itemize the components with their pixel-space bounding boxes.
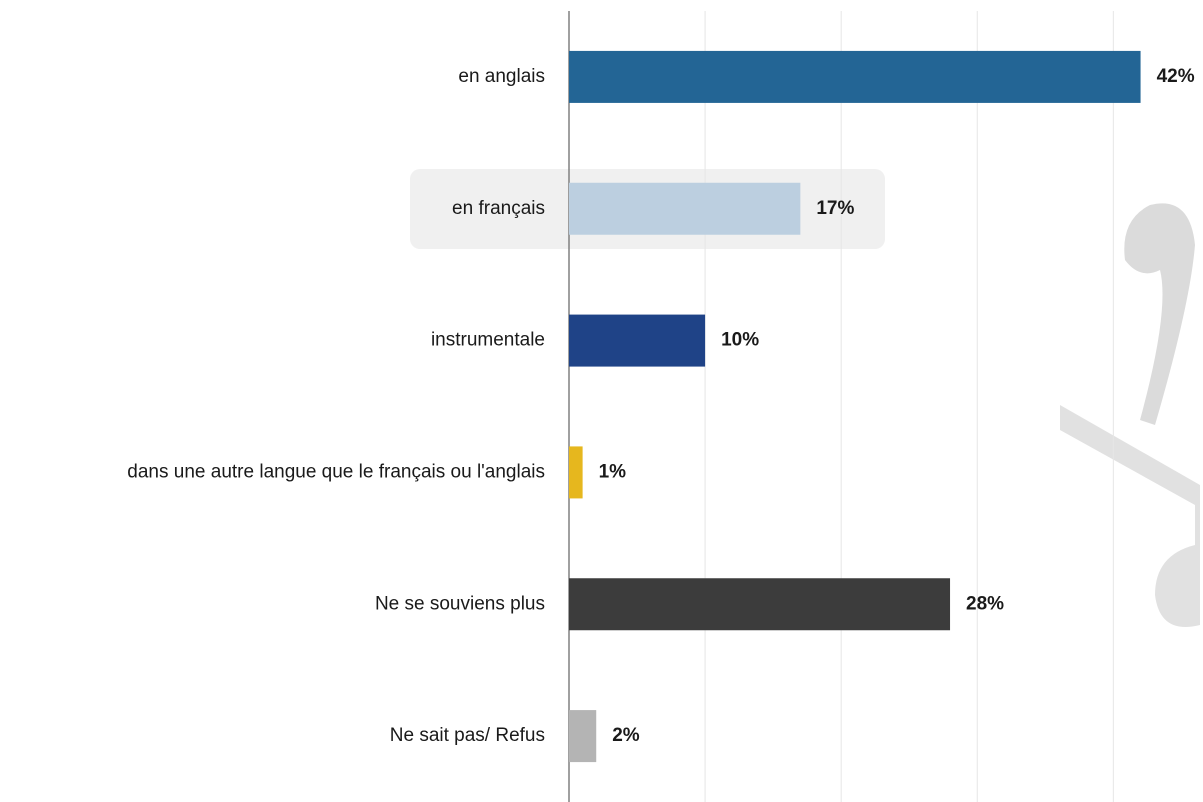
category-label: en anglais	[458, 66, 545, 87]
value-label: 28%	[966, 593, 1004, 614]
bar	[569, 446, 583, 499]
category-label: en français	[452, 198, 545, 219]
watermark	[1060, 203, 1200, 627]
category-label: dans une autre langue que le français ou…	[127, 461, 545, 482]
bar	[569, 710, 597, 763]
value-label: 10%	[721, 330, 759, 351]
category-label: Ne sait pas/ Refus	[390, 725, 545, 746]
category-label: instrumentale	[431, 330, 545, 351]
bar	[569, 50, 1141, 103]
note-shape	[1060, 405, 1200, 627]
bar	[569, 182, 801, 235]
bar	[569, 314, 706, 367]
note-shape	[1124, 203, 1195, 425]
category-label: Ne se souviens plus	[375, 593, 545, 614]
value-label: 42%	[1157, 66, 1195, 87]
value-label: 1%	[599, 461, 627, 482]
value-label: 17%	[816, 198, 854, 219]
bar	[569, 578, 951, 631]
value-label: 2%	[612, 725, 640, 746]
